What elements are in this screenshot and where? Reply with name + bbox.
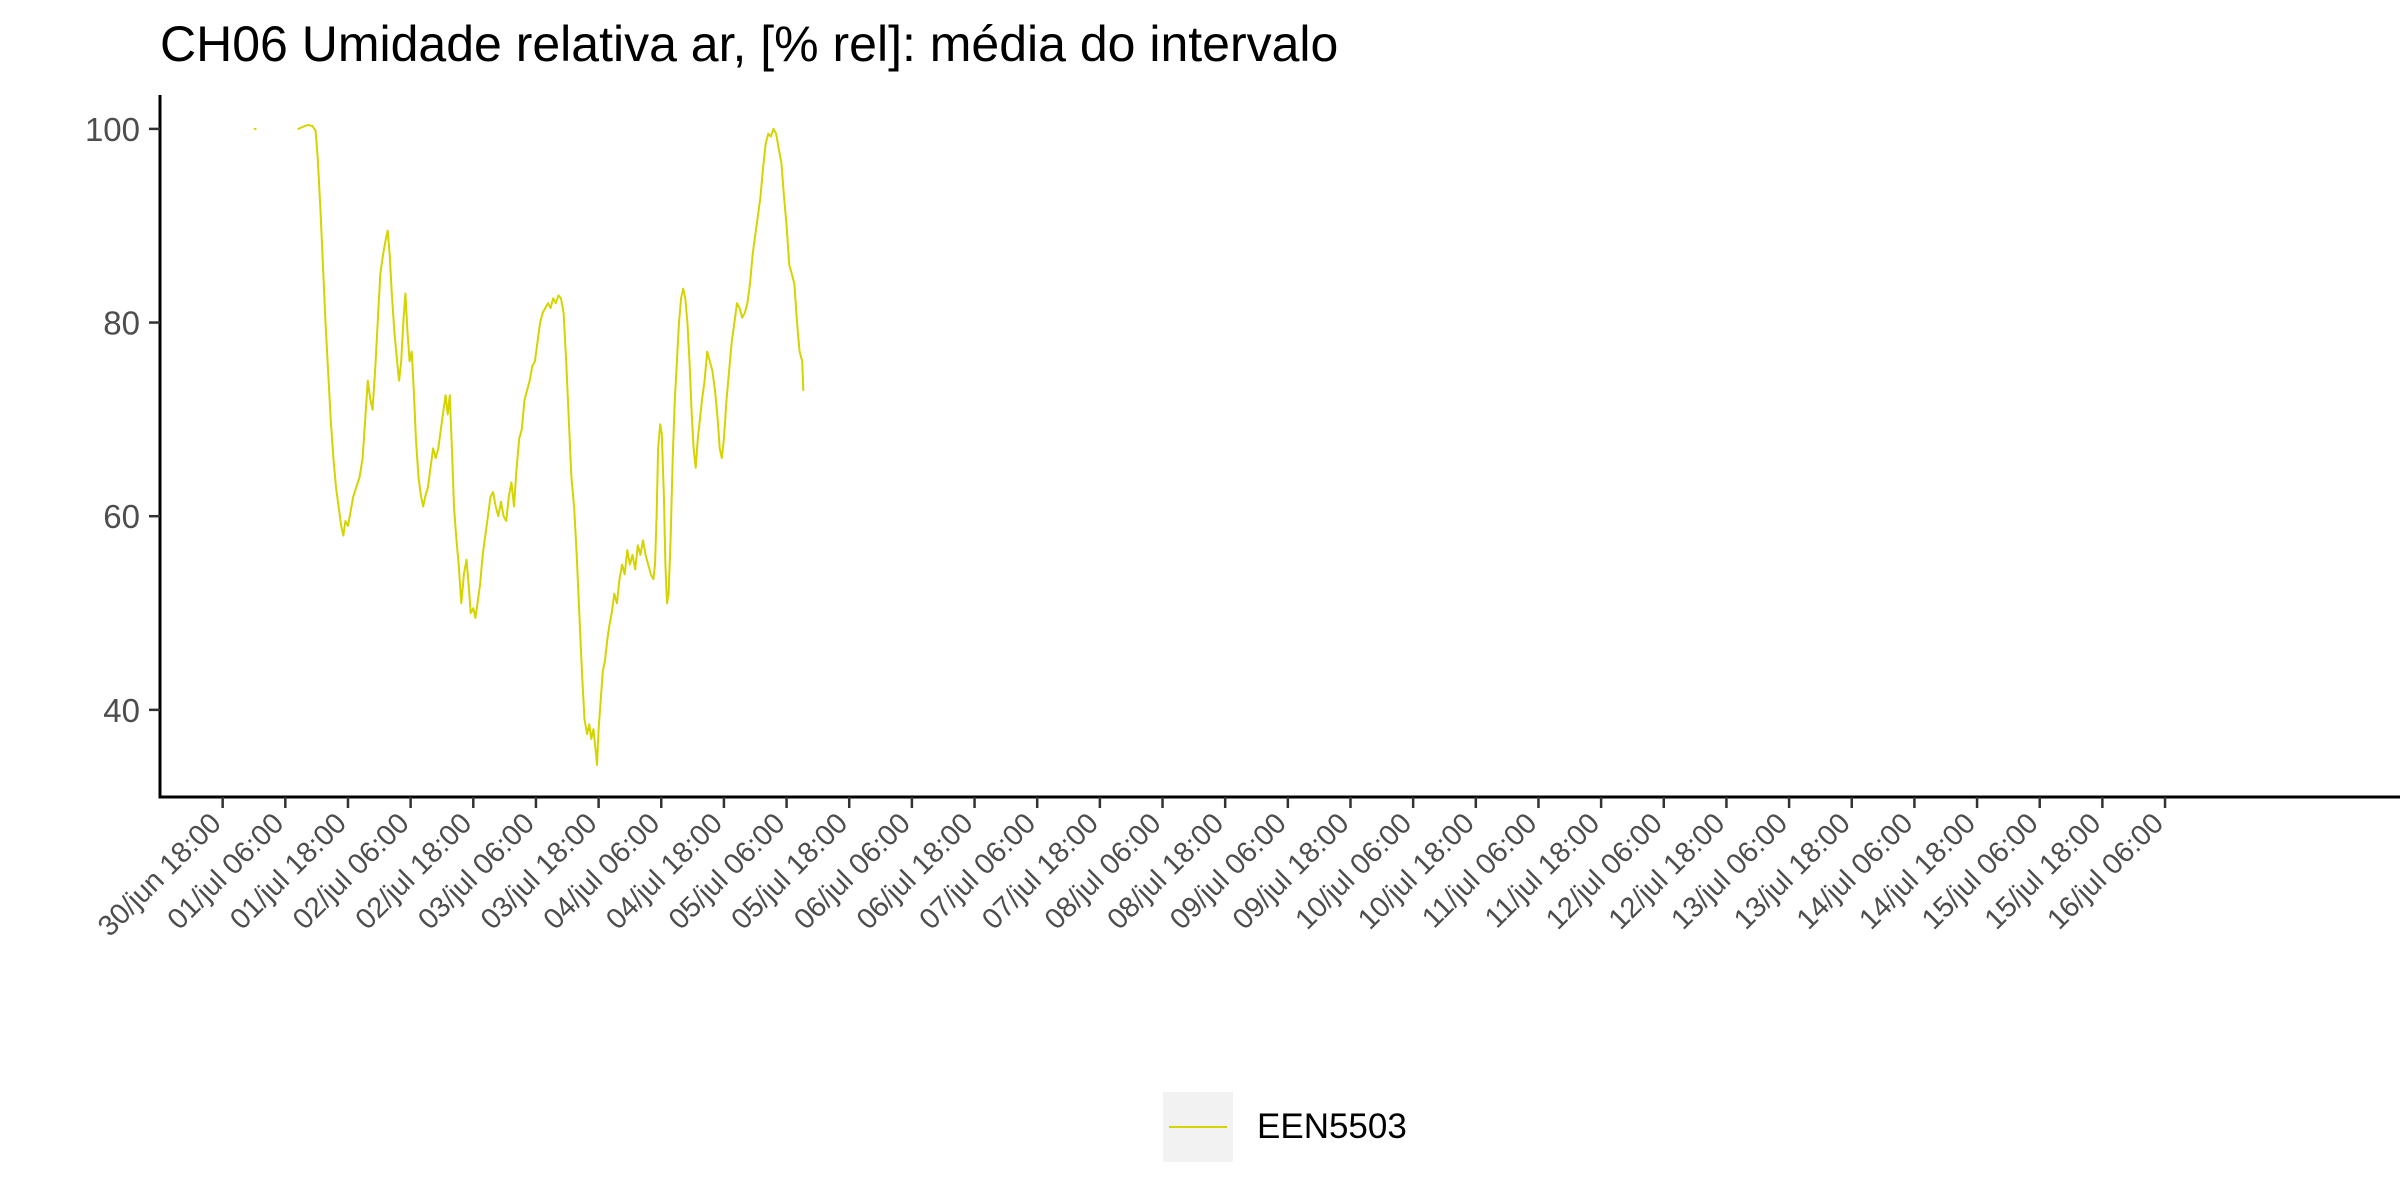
y-tick-label: 60: [103, 498, 140, 535]
chart-title: CH06 Umidade relativa ar, [% rel]: média…: [160, 16, 1339, 72]
legend: EEN5503: [1163, 1092, 1407, 1162]
y-tick-label: 40: [103, 692, 140, 729]
legend-key: [1163, 1092, 1233, 1162]
y-tick-label: 100: [85, 111, 140, 148]
legend-key-line: [1169, 1126, 1227, 1128]
series-layer: [253, 124, 805, 766]
series-line: [297, 124, 805, 766]
y-tick-label: 80: [103, 305, 140, 342]
legend-label: EEN5503: [1257, 1107, 1407, 1146]
